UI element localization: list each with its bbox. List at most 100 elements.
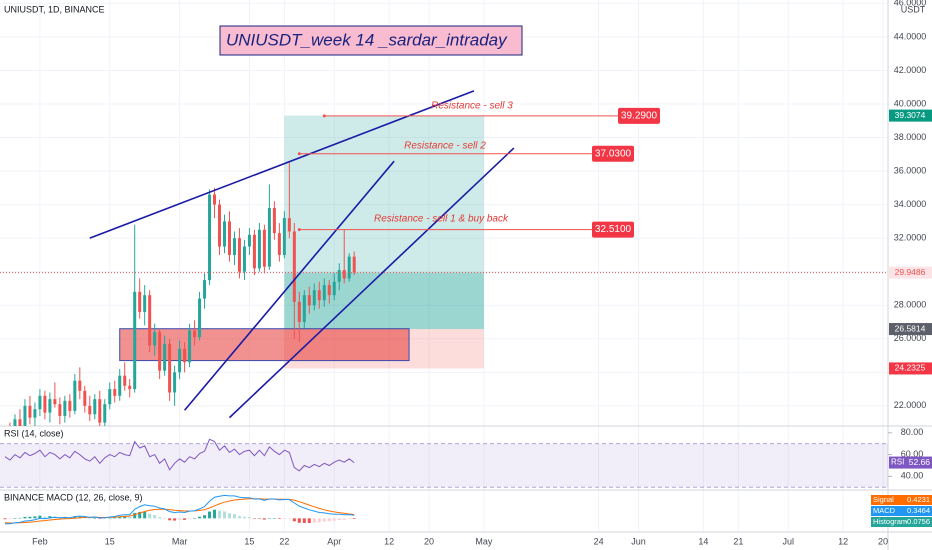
macd-histogram-bar <box>337 518 341 521</box>
y-tick-label: 22.0000 <box>894 400 927 410</box>
price-badge <box>592 145 634 162</box>
macd-line <box>4 498 355 524</box>
symbol-header: UNIUSDT, 1D, BINANCE <box>4 4 105 14</box>
macd-histogram-bar <box>33 516 37 519</box>
candle-body <box>322 285 326 301</box>
candle-body <box>282 218 286 255</box>
macd-histogram-bar <box>198 516 202 519</box>
candle-body <box>58 404 62 416</box>
macd-histogram-bar <box>252 518 256 519</box>
macd-histogram-bar <box>73 516 77 519</box>
annotation-text: Resistance - sell 1 & buy back <box>374 214 509 225</box>
candle-body <box>237 238 241 272</box>
macd-histogram-bar <box>247 517 251 519</box>
macd-histogram-bar <box>208 511 212 519</box>
macd-histogram-bar <box>43 516 47 519</box>
price-badge <box>592 221 634 238</box>
macd-histogram-bar <box>307 518 311 524</box>
macd-histogram-bar <box>213 509 217 519</box>
candle-body <box>13 419 17 426</box>
candle-body <box>28 405 32 418</box>
candle-body <box>222 221 226 247</box>
macd-badge <box>871 495 932 505</box>
macd-badge-name: Signal <box>873 495 894 504</box>
candle-body <box>198 298 202 338</box>
y-tick-label: 32.0000 <box>894 233 927 243</box>
candle-body <box>138 291 142 312</box>
rsi-tick-label: 80.00 <box>901 427 924 437</box>
candle-body <box>347 256 351 279</box>
candle-body <box>247 234 251 247</box>
annotation-text: Resistance - sell 2 <box>404 141 486 152</box>
macd-histogram-bar <box>13 518 17 519</box>
rsi-title: RSI (14, close) <box>4 428 64 438</box>
candle-body <box>277 233 281 255</box>
macd-histogram-bar <box>158 517 162 519</box>
macd-histogram-bar <box>153 515 157 519</box>
macd-badge-value: 0.4231 <box>907 495 930 504</box>
macd-histogram-bar <box>282 518 286 519</box>
candle-body <box>83 390 87 406</box>
candle-body <box>78 380 82 391</box>
macd-histogram-bar <box>123 516 127 519</box>
candle-body <box>88 405 92 415</box>
macd-histogram-bar <box>297 518 301 523</box>
macd-histogram-bar <box>237 516 241 519</box>
anchor-dot <box>297 228 301 232</box>
macd-histogram-bar <box>188 518 192 519</box>
candle-body <box>327 285 331 296</box>
axis-badge-text: 29.9486 <box>895 267 926 277</box>
macd-histogram-bar <box>88 518 92 519</box>
candle-body <box>297 301 301 323</box>
open-profit <box>284 272 484 330</box>
macd-badge-value: -0.0756 <box>905 517 930 526</box>
macd-histogram-bar <box>257 518 261 519</box>
candle-body <box>188 330 192 363</box>
candle-body <box>302 295 306 323</box>
x-tick-label: Feb <box>32 536 48 546</box>
macd-histogram-bar <box>352 518 356 520</box>
x-tick-label: 20 <box>424 536 434 546</box>
x-tick-label: May <box>475 536 493 546</box>
candle-body <box>148 295 152 346</box>
y-tick-label: 34.0000 <box>894 199 927 209</box>
macd-histogram-bar <box>272 518 276 519</box>
axis-badge <box>889 266 932 279</box>
candle-body <box>163 343 167 371</box>
macd-histogram-bar <box>143 511 147 519</box>
axis-badge <box>889 109 932 122</box>
x-tick-label: Mar <box>172 536 188 546</box>
rsi-badge-value: 52.66 <box>909 457 931 467</box>
macd-histogram-bar <box>133 512 137 519</box>
candle-body <box>38 395 42 410</box>
axis-badge <box>889 362 932 375</box>
macd-histogram-bar <box>18 517 22 519</box>
candle-body <box>352 256 356 273</box>
candle-body <box>93 399 97 415</box>
rsi-band <box>0 443 888 488</box>
y-tick-label: 46.0000 <box>894 0 927 8</box>
macd-badge-name: Histogram <box>873 517 907 526</box>
macd-histogram-bar <box>23 516 27 519</box>
macd-histogram-bar <box>28 516 32 519</box>
candle-body <box>103 404 107 423</box>
candle-body <box>337 270 341 282</box>
y-tick-label: 38.0000 <box>894 132 927 142</box>
price-badge-text: 37.0300 <box>595 148 632 159</box>
macd-histogram-bar <box>262 518 266 520</box>
macd-histogram-bar <box>292 518 296 522</box>
y-tick-label: 28.0000 <box>894 300 927 310</box>
axis-badge-text: 26.5814 <box>895 323 926 333</box>
macd-histogram-bar <box>322 518 326 522</box>
macd-histogram-bar <box>312 518 316 523</box>
macd-histogram-bar <box>242 516 246 519</box>
y-tick-label: 42.0000 <box>894 65 927 75</box>
candle-body <box>128 385 132 390</box>
candle-body <box>218 204 222 247</box>
candle-body <box>232 238 236 255</box>
macd-histogram-bar <box>103 518 107 519</box>
rsi-badge-name: RSI <box>891 458 904 467</box>
macd-histogram-bar <box>138 511 142 519</box>
macd-title: BINANCE MACD (12, 26, close, 9) <box>4 492 143 502</box>
